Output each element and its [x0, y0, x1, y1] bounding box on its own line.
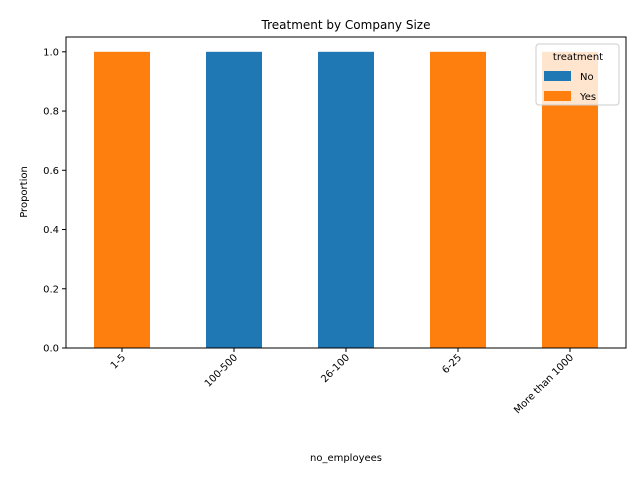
legend-title: treatment	[553, 52, 603, 63]
y-tick-label: 0.4	[43, 225, 59, 236]
legend-box	[535, 43, 620, 106]
y-axis-label: Proportion	[19, 166, 30, 218]
y-tick-label: 0.6	[43, 166, 59, 177]
y-tick-label: 0.8	[43, 107, 59, 118]
chart-title: Treatment by Company Size	[261, 18, 431, 32]
bar-no-2	[318, 51, 374, 349]
bar-yes-0	[94, 51, 150, 349]
x-tick-label: 6-25	[440, 352, 464, 376]
legend-swatch-yes	[544, 91, 571, 101]
legend-swatch-no	[544, 71, 571, 81]
y-axis: 0.0 0.2 0.4 0.6 0.8 1.0	[43, 47, 66, 355]
legend-label-no: No	[580, 72, 594, 83]
y-tick-label: 0.0	[43, 344, 59, 355]
x-axis: 1-5 100-500 26-100 6-25 More than 1000	[109, 348, 576, 416]
bar-no-1	[206, 51, 262, 349]
y-tick-label: 0.2	[43, 284, 59, 295]
y-tick-label: 1.0	[43, 47, 59, 58]
legend: treatment No Yes	[535, 43, 620, 106]
bars-group	[94, 51, 598, 349]
x-tick-label: 26-100	[319, 352, 352, 385]
x-tick-label: More than 1000	[512, 352, 576, 416]
x-tick-label: 1-5	[109, 352, 128, 371]
x-tick-label: 100-500	[203, 352, 240, 389]
bar-yes-3	[430, 51, 486, 349]
legend-label-yes: Yes	[579, 92, 596, 103]
x-axis-label: no_employees	[310, 453, 382, 464]
